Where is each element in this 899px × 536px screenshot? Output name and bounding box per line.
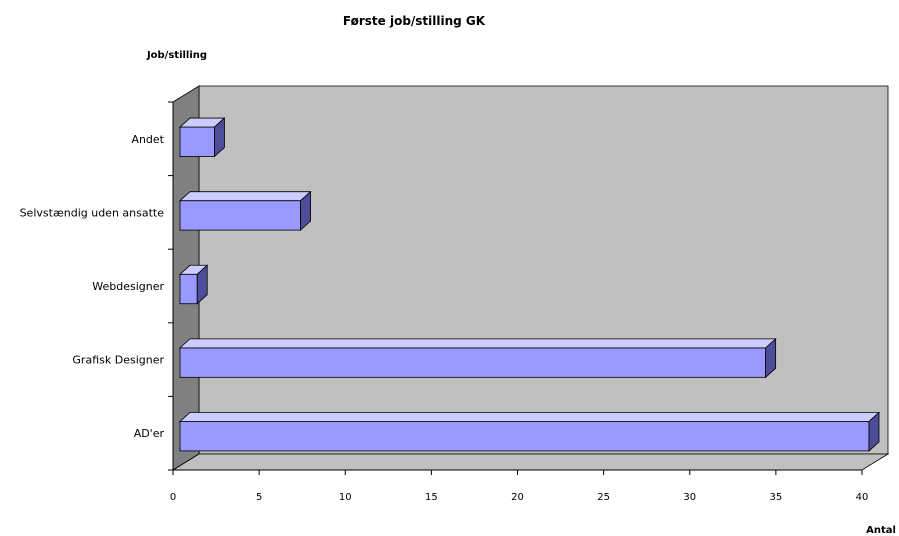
floor xyxy=(171,453,890,471)
category-label: Grafisk Designer xyxy=(72,354,164,367)
bar xyxy=(178,337,777,379)
x-tick-label: 25 xyxy=(597,492,610,503)
chart-title: Første job/stilling GK xyxy=(343,14,486,28)
y-axis-title: Job/stilling xyxy=(146,50,207,61)
x-axis-title: Antal xyxy=(866,525,896,536)
category-label: Webdesigner xyxy=(92,280,164,293)
bar-top xyxy=(178,191,312,202)
x-tick-label: 35 xyxy=(770,492,783,503)
bar-side xyxy=(868,411,880,452)
x-tick-label: 5 xyxy=(256,492,262,503)
axes xyxy=(168,101,863,475)
bars xyxy=(178,117,881,452)
bar-side xyxy=(214,117,225,158)
x-tick-label: 30 xyxy=(683,492,696,503)
bar-front xyxy=(179,421,870,452)
bar xyxy=(178,117,226,158)
labels: 0 5 10 15 20 25 30 35 40 AD'er Grafisk Designer Web… xyxy=(20,133,869,503)
bar-front xyxy=(179,200,301,231)
category-label: Selvstændig uden ansatte xyxy=(20,206,165,219)
bar-side xyxy=(300,190,311,232)
bar-side xyxy=(765,337,777,379)
bar-front xyxy=(179,273,198,305)
bar-top xyxy=(178,412,881,422)
x-tick-label: 15 xyxy=(425,492,438,503)
back-wall xyxy=(198,85,889,455)
bar-front xyxy=(179,126,215,157)
category-label: Andet xyxy=(131,133,164,146)
bar xyxy=(178,264,209,305)
x-tick-label: 40 xyxy=(856,492,869,503)
bar xyxy=(178,190,312,232)
bar-top xyxy=(178,338,777,349)
x-tick-label: 10 xyxy=(339,492,352,503)
x-tick-label: 20 xyxy=(511,492,524,503)
x-tick-label: 0 xyxy=(170,492,176,503)
bar-front xyxy=(179,347,767,378)
bar-side xyxy=(196,264,208,305)
bar xyxy=(178,411,881,452)
category-label: AD'er xyxy=(134,427,165,440)
